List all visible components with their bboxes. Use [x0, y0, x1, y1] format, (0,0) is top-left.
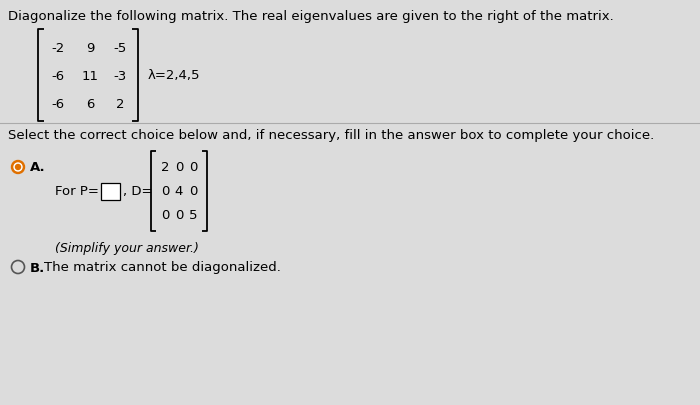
Text: 0: 0 — [175, 161, 183, 174]
Text: 6: 6 — [86, 97, 94, 110]
Text: Diagonalize the following matrix. The real eigenvalues are given to the right of: Diagonalize the following matrix. The re… — [8, 10, 614, 23]
Text: 2: 2 — [116, 97, 125, 110]
Text: 4: 4 — [175, 185, 183, 198]
FancyBboxPatch shape — [101, 183, 120, 200]
Text: 11: 11 — [81, 69, 99, 82]
Text: (Simplify your answer.): (Simplify your answer.) — [55, 241, 199, 254]
Circle shape — [14, 164, 22, 172]
Text: A.: A. — [30, 161, 46, 174]
Text: For P=: For P= — [55, 185, 99, 198]
Text: -2: -2 — [51, 41, 64, 54]
Circle shape — [15, 165, 20, 170]
Text: 9: 9 — [86, 41, 94, 54]
Text: -5: -5 — [113, 41, 127, 54]
Text: 0: 0 — [175, 209, 183, 222]
Text: 5: 5 — [189, 209, 197, 222]
Text: B.: B. — [30, 261, 46, 274]
Text: , D=: , D= — [123, 185, 153, 198]
Text: Select the correct choice below and, if necessary, fill in the answer box to com: Select the correct choice below and, if … — [8, 129, 655, 142]
Text: 2: 2 — [161, 161, 169, 174]
Text: -3: -3 — [113, 69, 127, 82]
Text: 0: 0 — [161, 185, 169, 198]
Text: 0: 0 — [189, 185, 197, 198]
Circle shape — [11, 161, 25, 174]
Text: 0: 0 — [161, 209, 169, 222]
Text: -6: -6 — [51, 97, 64, 110]
Text: 0: 0 — [189, 161, 197, 174]
Text: The matrix cannot be diagonalized.: The matrix cannot be diagonalized. — [44, 261, 281, 274]
Text: -6: -6 — [51, 69, 64, 82]
Text: λ=2,4,5: λ=2,4,5 — [148, 69, 200, 82]
